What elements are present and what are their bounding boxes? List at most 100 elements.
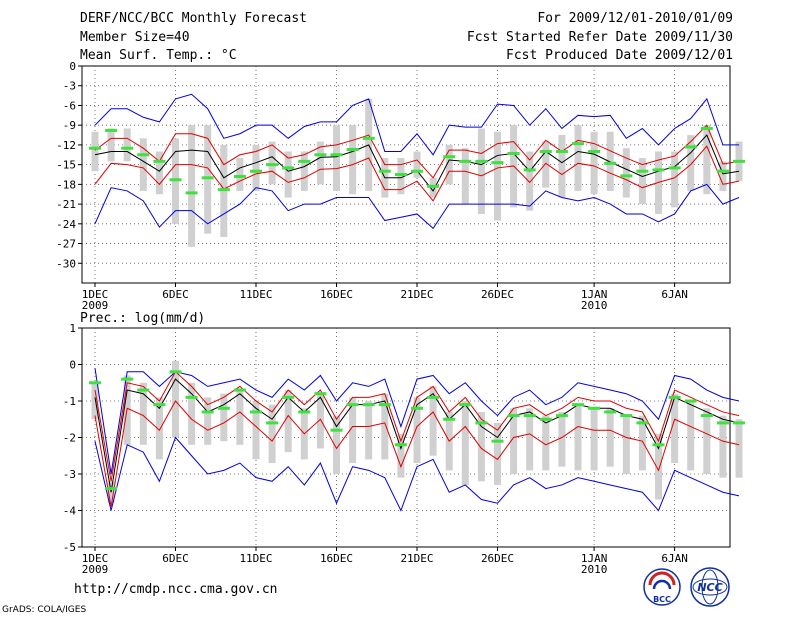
prec-spread-box [703, 408, 711, 474]
prec-obs-marker [330, 428, 343, 432]
temp-obs-marker [620, 174, 633, 178]
bcc-logo-text: BCC [653, 595, 671, 604]
temp-spread-box [542, 141, 550, 188]
temp-spread-box [300, 151, 308, 191]
temp-spread-box [155, 151, 163, 195]
temp-spread-box [477, 128, 485, 214]
prec-obs-marker [185, 395, 198, 399]
temp-spread-box [622, 148, 630, 198]
temp-obs-marker [250, 169, 262, 173]
temp-max-line [94, 93, 739, 156]
temp-obs-marker [282, 166, 295, 170]
prec-obs-marker [604, 410, 617, 414]
forecast-produced-date: Fcst Produced Date 2009/12/01 [506, 48, 733, 63]
prec-ytick-label: -1 [63, 395, 76, 408]
prec-obs-marker [121, 377, 134, 381]
temp-spread-box [687, 135, 695, 191]
temp-spread-box [204, 125, 212, 234]
prec-spread-box [477, 411, 485, 482]
prec-spread-box [316, 393, 324, 449]
prec-spread-box [381, 393, 389, 460]
prec-obs-marker [620, 414, 633, 418]
prec-spread-box [622, 415, 630, 474]
temp-spread-box [236, 158, 244, 191]
prec-spread-box [252, 401, 260, 460]
prec-obs-marker [700, 414, 713, 418]
prec-spread-box [687, 401, 695, 471]
temp-spread-box [252, 144, 260, 191]
temp-ytick-label: 0 [69, 60, 76, 73]
prec-spread-box [590, 408, 598, 471]
temp-obs-marker [539, 149, 552, 153]
temp-ytick-label: -18 [56, 178, 76, 191]
prec-spread-box [558, 411, 566, 467]
prec-spread-box [461, 401, 469, 485]
prec-spread-box [655, 433, 662, 500]
temp-obs-marker [523, 168, 536, 172]
temp-xtick-label: 11DEC [239, 288, 272, 301]
temp-spread-box [107, 128, 115, 162]
temp-ytick-label: -21 [56, 198, 76, 211]
temp-obs-marker [89, 146, 101, 150]
prec-ytick-label: 0 [69, 359, 76, 372]
temp-obs-marker [700, 126, 713, 130]
prec-obs-marker [443, 417, 456, 421]
temp-xtick-label: 6DEC [162, 288, 189, 301]
grads-credit: GrADS: COLA/IGES [2, 605, 87, 615]
prec-xtick-year: 2010 [581, 563, 608, 576]
temp-obs-marker [604, 161, 617, 165]
prec-xtick-label: 21DEC [400, 552, 433, 565]
prec-ytick-label: -2 [63, 432, 76, 445]
prec-spread-box [638, 415, 646, 471]
prec-obs-marker [314, 392, 327, 396]
prec-spread-box [397, 433, 405, 478]
temp-ytick-label: -6 [63, 99, 76, 112]
temp-obs-marker [459, 159, 472, 163]
prec-spread-box [719, 415, 727, 478]
temp-xtick-label: 16DEC [320, 288, 353, 301]
prec-spread-box [735, 419, 743, 478]
prec-obs-marker [427, 395, 440, 399]
prec-obs-marker [475, 421, 488, 425]
prec-spread-box [268, 404, 276, 464]
footer-url: http://cmdp.ncc.cma.gov.cn [74, 582, 278, 597]
prec-obs-marker [378, 403, 391, 407]
prec-obs-marker [233, 388, 246, 392]
ncc-logo-text: NCC [697, 581, 722, 594]
prec-min-line [94, 436, 740, 512]
prec-obs-marker [572, 403, 584, 407]
temp-obs-marker [636, 169, 649, 173]
prec-xtick-label: 11DEC [239, 552, 272, 565]
temp-xtick-label: 6JAN [661, 288, 688, 301]
temp-obs-marker [121, 146, 134, 150]
ncc-logo: NCC [690, 567, 730, 607]
temp-ytick-label: -27 [56, 238, 76, 251]
temp-spread-box [91, 131, 99, 172]
prec-obs-marker [362, 403, 375, 407]
prec-spread-box [172, 360, 179, 438]
prec-lower-line [94, 400, 740, 507]
temp-spread-box [574, 125, 582, 191]
prec-obs-marker [459, 403, 472, 407]
prec-obs-marker [217, 406, 230, 410]
temp-obs-marker [427, 184, 440, 188]
temp-spread-box [349, 125, 357, 195]
temp-ytick-label: -15 [56, 159, 76, 172]
prec-obs-marker [89, 381, 101, 385]
temp-xtick-year: 2009 [82, 299, 109, 312]
temp-obs-marker [233, 174, 246, 178]
temp-spread-box [397, 158, 405, 195]
temp-ytick-label: -30 [56, 257, 76, 270]
prec-spread-box [542, 415, 550, 471]
prec-spread-box [365, 401, 373, 460]
prec-xtick-label: 16DEC [320, 552, 353, 565]
temp-obs-marker [137, 153, 150, 157]
prec-obs-marker [523, 414, 536, 418]
temp-obs-marker [394, 173, 407, 176]
temp-xtick-label: 26DEC [481, 288, 514, 301]
prec-obs-marker [507, 414, 520, 418]
prec-obs-marker [668, 395, 681, 399]
prec-obs-marker [346, 403, 359, 407]
prec-xtick-label: 1DEC [82, 552, 109, 565]
